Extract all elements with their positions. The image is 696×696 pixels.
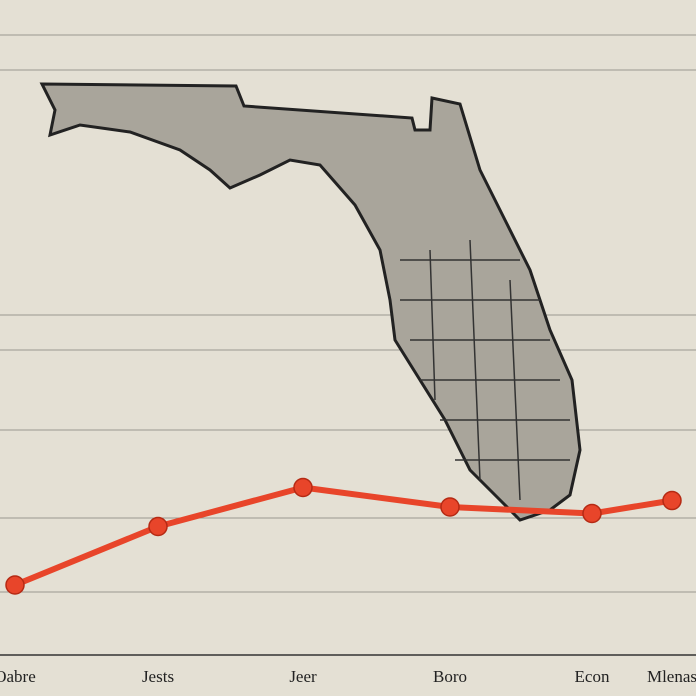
marker [5,575,25,595]
marker [582,503,602,524]
marker [440,497,460,517]
x-tick-label: Oabre [0,667,36,686]
x-tick-label: Jeer [289,667,317,686]
x-tick-label: Mlenas [647,667,696,686]
map-detail [400,239,570,501]
florida-map [39,82,582,522]
marker [148,516,168,537]
county-lines [400,239,570,501]
x-tick-label: Econ [575,667,610,686]
x-tick-label: Boro [433,667,467,686]
marker [662,490,682,511]
line [12,484,675,588]
marker [293,477,313,498]
x-tick-label: Jests [142,667,174,686]
paper-lines [0,34,696,656]
